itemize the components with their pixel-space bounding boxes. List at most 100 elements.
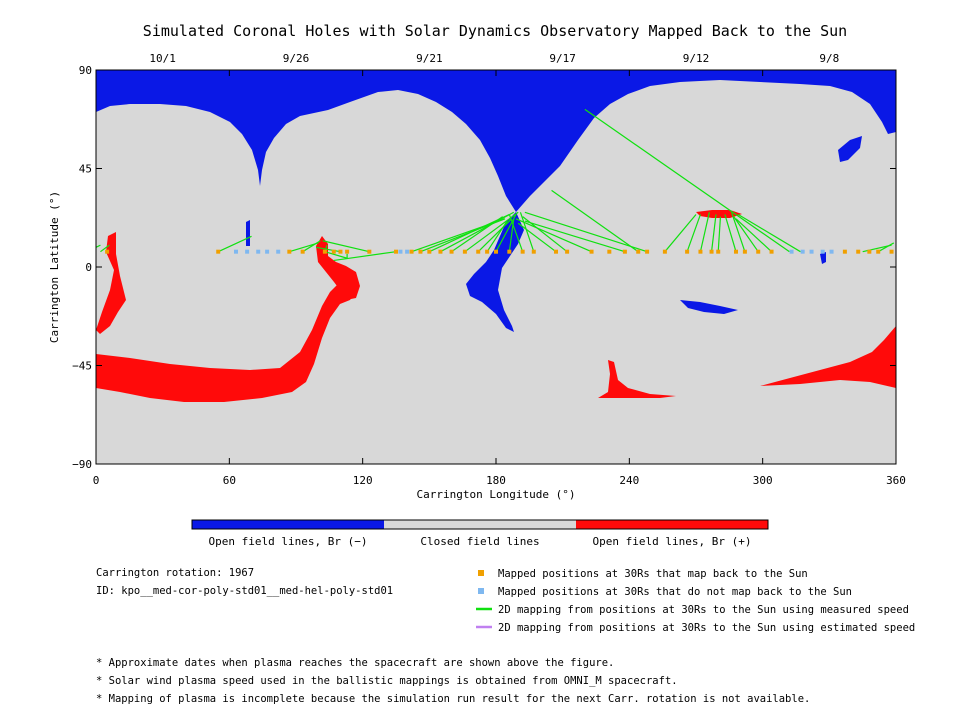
mapped-position	[322, 249, 327, 254]
mapped-position	[394, 249, 398, 254]
mapped-position	[842, 249, 847, 254]
unmapped-position	[789, 249, 794, 254]
mapped-position	[756, 249, 761, 254]
small-coronal-hole	[820, 252, 826, 264]
mapped-position	[449, 249, 454, 254]
note-dates: * Approximate dates when plasma reaches …	[96, 657, 614, 669]
measured-mapping-line	[737, 213, 801, 253]
mapped-position	[331, 249, 336, 254]
unmapped-position	[405, 249, 410, 254]
measured-mapping-line	[584, 108, 790, 253]
measured-mapping-line	[517, 222, 557, 253]
legend: Mapped positions at 30Rs that map back t…	[476, 568, 915, 634]
measured-mapping-line	[451, 216, 504, 253]
measured-mapping-line	[217, 235, 252, 253]
mapped-position	[645, 249, 650, 254]
colorbar-label-negative: Open field lines, Br (−)	[209, 535, 368, 548]
mapped-position	[876, 249, 881, 254]
top-date-label: 10/1	[149, 52, 176, 65]
run-id: ID: kpo__med-cor-poly-std01__med-hel-pol…	[96, 585, 393, 597]
mapped-position	[698, 249, 703, 254]
positive-region-bottom-center	[598, 360, 676, 398]
measured-mapping-line	[508, 214, 524, 252]
x-axis-label: Carrington Longitude (°)	[417, 488, 576, 501]
mapped-position	[867, 249, 872, 254]
unmapped-position	[398, 249, 403, 254]
top-date-label: 9/12	[683, 52, 710, 65]
equatorial-coronal-hole-extension	[466, 212, 524, 332]
mapped-position	[662, 249, 667, 254]
mapped-position	[554, 249, 558, 254]
legend-label: Mapped positions at 30Rs that map back t…	[498, 568, 808, 580]
legend-marker	[478, 570, 484, 576]
measured-mapping-line	[735, 218, 772, 253]
measured-mapping-line	[730, 212, 746, 252]
unmapped-position	[820, 249, 825, 254]
mapped-position	[438, 249, 443, 254]
mapped-position	[300, 249, 305, 254]
unmapped-position	[256, 249, 261, 254]
x-tick-label: 60	[223, 474, 236, 487]
carrington-rotation: Carrington rotation: 1967	[96, 567, 254, 579]
colorbar-label-closed: Closed field lines	[420, 535, 539, 548]
colorbar-label-positive: Open field lines, Br (+)	[593, 535, 752, 548]
measured-mapping-line	[477, 218, 512, 253]
positive-region-left-edge	[96, 232, 126, 334]
measured-mapping-line	[551, 189, 639, 253]
y-tick-label: 45	[79, 163, 92, 176]
mapped-position	[889, 249, 894, 254]
colorbar: Open field lines, Br (−) Closed field li…	[191, 519, 769, 548]
unmapped-position	[800, 249, 805, 254]
legend-label: 2D mapping from positions at 30Rs to the…	[498, 622, 915, 634]
mapped-position	[507, 249, 512, 254]
mapped-position	[462, 249, 467, 254]
mapped-position	[709, 249, 714, 254]
mapped-position	[367, 249, 372, 254]
measured-mapping-line	[686, 214, 702, 252]
top-date-label: 9/26	[283, 52, 310, 65]
y-tick-label: −90	[72, 458, 92, 471]
measured-mapping-line	[724, 214, 737, 252]
mapped-position	[622, 249, 627, 254]
mapped-position	[485, 249, 490, 254]
measured-mapping-line	[877, 242, 895, 253]
x-tick-label: 180	[486, 474, 506, 487]
measured-mapping-line	[519, 212, 535, 252]
mapped-position	[105, 249, 110, 254]
measured-mapping-line	[95, 244, 101, 248]
mapped-positions	[105, 249, 894, 254]
mapped-position	[520, 249, 525, 254]
mapped-position	[418, 249, 423, 254]
x-tick-label: 240	[619, 474, 639, 487]
mapped-position	[734, 249, 738, 254]
axis-ticks: 0 60 120 180 240 300 360 90 45 0 −45 −90	[72, 64, 906, 487]
mapped-position	[409, 249, 414, 254]
legend-label: 2D mapping from positions at 30Rs to the…	[498, 604, 909, 616]
measured-mapping-line	[486, 220, 508, 253]
unmapped-position	[829, 249, 834, 254]
south-coronal-hole-right	[760, 326, 896, 388]
colorbar-closed	[384, 520, 576, 529]
measured-mapping-line	[333, 251, 397, 262]
colorbar-frame	[191, 519, 769, 530]
measured-mapping-line	[717, 216, 722, 252]
measured-mapping-line	[733, 216, 759, 253]
unmapped-position	[245, 249, 250, 254]
plot-area: 0 60 120 180 240 300 360 90 45 0 −45 −90	[72, 64, 906, 487]
measured-mapping-line	[495, 214, 517, 252]
y-axis-label: Carrington Latitude (°)	[48, 191, 61, 343]
measured-mapping-line	[515, 218, 592, 253]
x-tick-label: 300	[753, 474, 773, 487]
top-date-label: 9/17	[549, 52, 576, 65]
measured-mapping-line	[315, 246, 341, 253]
measured-mapping-line	[710, 214, 717, 252]
colorbar-open-positive	[576, 520, 768, 529]
measured-mapping-line	[524, 211, 648, 253]
y-tick-label: 0	[85, 261, 92, 274]
measured-mapping-line	[440, 211, 515, 253]
colorbar-open-negative	[192, 520, 384, 529]
mapped-position	[589, 249, 594, 254]
mapped-position	[856, 249, 861, 254]
top-date-labels: 10/1 9/26 9/21 9/17 9/12 9/8	[149, 52, 839, 65]
